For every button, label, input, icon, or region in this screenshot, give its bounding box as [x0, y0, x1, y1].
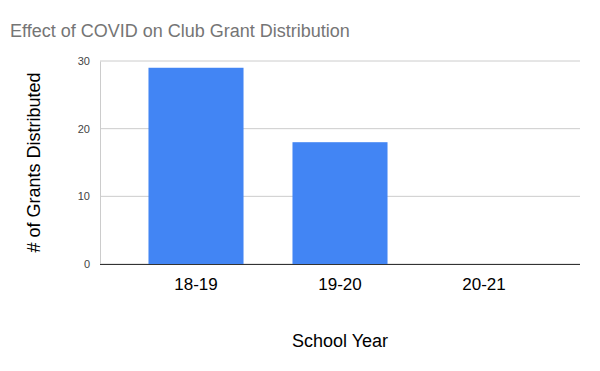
grid [100, 61, 580, 264]
grid-line [100, 61, 580, 62]
y-tick: 0 [84, 258, 100, 270]
bar [436, 264, 531, 265]
y-axis-title: # of Grants Distributed [24, 72, 44, 252]
y-tick: 20 [78, 123, 100, 135]
x-tick: 18-19 [174, 264, 217, 294]
bars [148, 68, 387, 264]
y-axis: 0 10 20 30 [78, 55, 101, 270]
y-tick: 10 [78, 190, 100, 202]
bar [292, 142, 387, 264]
chart: 0 10 20 30 18-19 19-20 20-21 Effect of COVID on… [0, 0, 600, 371]
y-axis-line [100, 62, 101, 265]
x-tick-label: 19-20 [318, 275, 361, 294]
y-tick-label: 20 [78, 123, 90, 135]
x-axis-title: School Year [292, 331, 388, 351]
y-tick-label: 10 [78, 190, 90, 202]
title: Effect of COVID on Club Grant Distributi… [10, 21, 350, 41]
x-tick-label: 18-19 [174, 275, 217, 294]
y-tick-label: 30 [78, 55, 90, 67]
x-tick: 20-21 [462, 264, 505, 294]
x-axis-line [100, 264, 580, 265]
background [0, 0, 600, 371]
x-axis: 18-19 19-20 20-21 [100, 264, 580, 294]
y-tick-label: 0 [84, 258, 90, 270]
y-tick: 30 [78, 55, 100, 67]
x-tick: 19-20 [318, 264, 361, 294]
x-tick-label: 20-21 [462, 275, 505, 294]
bar [148, 68, 243, 264]
